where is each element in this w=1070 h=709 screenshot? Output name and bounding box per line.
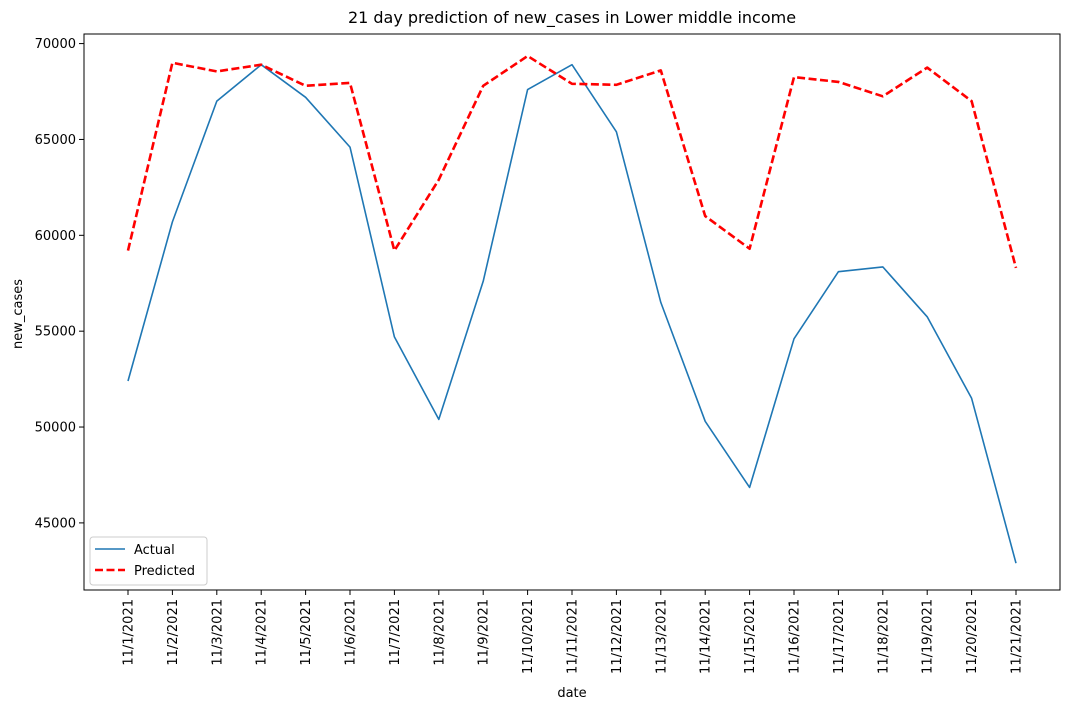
x-tick-label: 11/9/2021: [477, 599, 492, 666]
y-axis-label: new_cases: [11, 279, 26, 349]
x-tick-label: 11/13/2021: [654, 599, 669, 674]
x-tick-label: 11/3/2021: [210, 599, 225, 666]
y-tick-label: 50000: [35, 421, 76, 436]
x-tick-label: 11/21/2021: [1010, 599, 1025, 674]
y-tick-label: 45000: [35, 516, 76, 531]
x-tick-label: 11/12/2021: [610, 599, 625, 674]
x-tick-label: 11/15/2021: [743, 599, 758, 674]
chart-title: 21 day prediction of new_cases in Lower …: [348, 8, 796, 28]
x-tick-label: 11/16/2021: [788, 599, 803, 674]
x-tick-label: 11/7/2021: [388, 599, 403, 666]
x-axis-label: date: [557, 686, 586, 701]
x-tick-label: 11/5/2021: [299, 599, 314, 666]
x-tick-label: 11/18/2021: [876, 599, 891, 674]
x-tick-label: 11/1/2021: [122, 599, 137, 666]
y-tick-label: 70000: [35, 37, 76, 52]
x-tick-label: 11/6/2021: [344, 599, 359, 666]
x-tick-label: 11/4/2021: [255, 599, 270, 666]
x-tick-label: 11/8/2021: [432, 599, 447, 666]
x-tick-label: 11/17/2021: [832, 599, 847, 674]
x-tick-label: 11/20/2021: [965, 599, 980, 674]
legend-label-predicted: Predicted: [134, 564, 195, 579]
x-tick-label: 11/10/2021: [521, 599, 536, 674]
x-tick-label: 11/11/2021: [566, 599, 581, 674]
y-tick-label: 65000: [35, 133, 76, 148]
legend-label-actual: Actual: [134, 543, 175, 558]
legend: Actual Predicted: [89, 536, 208, 586]
y-tick-label: 55000: [35, 325, 76, 340]
x-tick-label: 11/14/2021: [699, 599, 714, 674]
x-tick-label: 11/2/2021: [166, 599, 181, 666]
y-tick-label: 60000: [35, 229, 76, 244]
x-tick-label: 11/19/2021: [921, 599, 936, 674]
